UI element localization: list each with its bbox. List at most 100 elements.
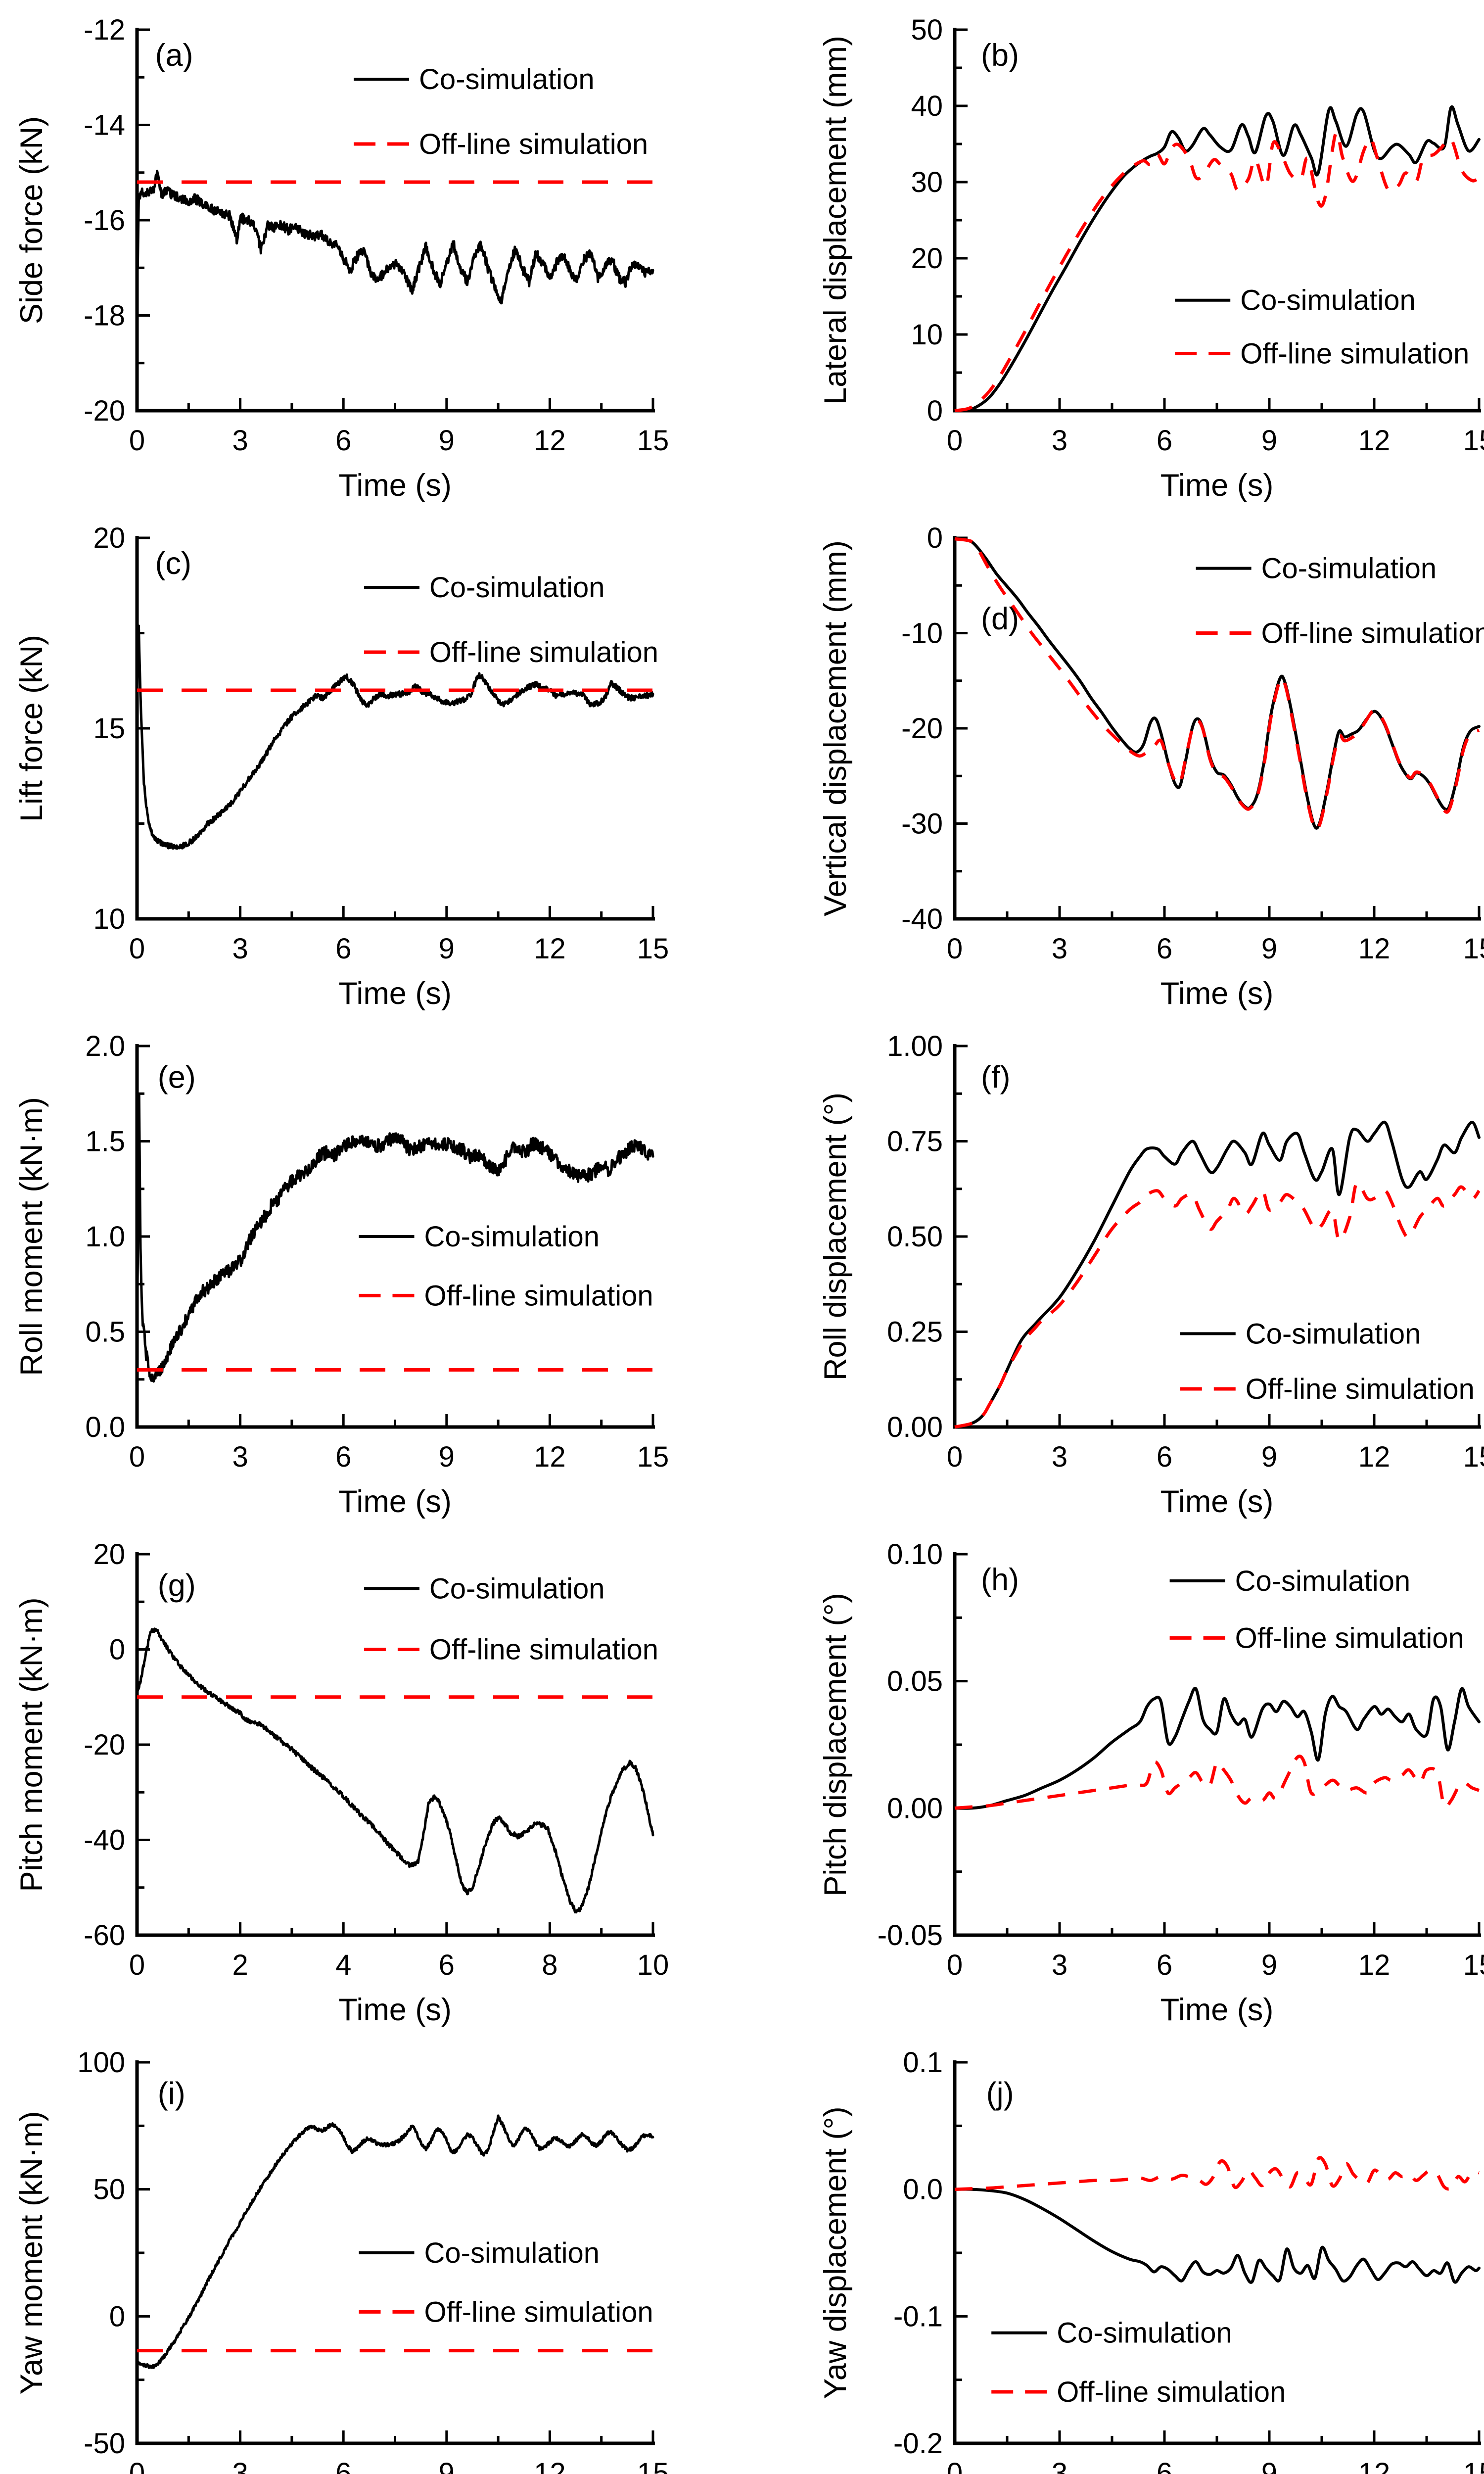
- y-tick-label: 15: [93, 713, 125, 745]
- legend: Co-simulation Off-line simulation: [1175, 285, 1469, 370]
- ticks: 0 3 6 9 12 15 0 10 20 30 40 50: [911, 14, 1484, 457]
- ticks: 0 3 6 9 12 15 10 15 20: [93, 522, 669, 965]
- y-tick-label: 0: [927, 395, 943, 427]
- y-tick-label: 0.5: [85, 1316, 125, 1348]
- legend-label-co-simulation: Co-simulation: [1261, 553, 1437, 585]
- series-off-line-simulation: [954, 1181, 1481, 1429]
- x-tick-label: 9: [1261, 1949, 1277, 1981]
- x-tick-label: 9: [1261, 2457, 1277, 2474]
- x-axis-title: Time (s): [1160, 976, 1274, 1011]
- x-tick-label: 9: [1261, 933, 1277, 965]
- y-tick-label: 0: [927, 522, 943, 554]
- x-tick-label: 12: [1358, 933, 1391, 965]
- legend-label-co-simulation: Co-simulation: [1235, 1565, 1411, 1597]
- x-tick-label: 15: [1463, 425, 1484, 457]
- chart-side-force: 0 3 6 9 12 15 -20 -18 -16 -14 -12 Time (s) Side forc…: [14, 14, 669, 503]
- x-tick-label: 15: [1463, 933, 1484, 965]
- x-tick-label: 3: [1052, 2457, 1067, 2474]
- x-axis-title: Time (s): [338, 1484, 452, 1519]
- series-co-simulation: [953, 1687, 1481, 1810]
- x-tick-label: 0: [129, 1949, 145, 1981]
- y-tick-label: -40: [84, 1824, 125, 1856]
- x-tick-label: 0: [947, 1949, 963, 1981]
- panel-letter: (a): [155, 38, 193, 73]
- legend: Co-simulation Off-line simulation: [1169, 1565, 1464, 1654]
- panel-letter: (e): [158, 1060, 196, 1095]
- x-tick-label: 15: [637, 1441, 669, 1473]
- ticks: 0 2 4 6 8 10 -60 -40 -20 0 20: [84, 1538, 669, 1981]
- chart-pitch-moment: 0 2 4 6 8 10 -60 -40 -20 0 20 Time (s) Pitch moment …: [14, 1538, 669, 2027]
- x-tick-label: 12: [534, 1441, 566, 1473]
- y-tick-label: 1.5: [85, 1126, 125, 1158]
- x-axis-title: Time (s): [338, 976, 452, 1011]
- axis-frame: [135, 1552, 655, 1937]
- y-axis-title: Pitch displacement (°): [818, 1593, 853, 1896]
- x-axis-title: Time (s): [1160, 468, 1274, 503]
- y-tick-label: -0.2: [893, 2427, 943, 2460]
- panel-a: 0 3 6 9 12 15 -20 -18 -16 -14 -12 Time (s) Side forc…: [0, 0, 742, 508]
- series-off-line-simulation: [954, 537, 1480, 832]
- y-tick-label: -40: [901, 903, 943, 935]
- x-tick-label: 3: [1052, 933, 1067, 965]
- x-tick-label: 12: [1358, 425, 1391, 457]
- x-tick-label: 9: [439, 425, 455, 457]
- x-tick-label: 15: [637, 2457, 669, 2474]
- x-tick-label: 12: [534, 425, 566, 457]
- y-tick-label: 0.25: [887, 1316, 943, 1348]
- y-tick-label: -30: [901, 808, 943, 840]
- ticks: 0 3 6 9 12 15 -0.05 0.00 0.05 0.10: [878, 1538, 1484, 1981]
- y-tick-label: 1.00: [887, 1030, 943, 1062]
- y-tick-label: 0: [109, 2300, 125, 2332]
- y-axis-title: Side force (kN): [14, 116, 49, 324]
- x-tick-label: 12: [1358, 2457, 1391, 2474]
- y-axis-title: Pitch moment (kN·m): [14, 1597, 49, 1892]
- legend-label-off-line-simulation: Off-line simulation: [1261, 618, 1484, 650]
- x-tick-label: 0: [947, 425, 963, 457]
- y-axis-title: Lateral displacement (mm): [818, 36, 853, 405]
- panel-c: 0 3 6 9 12 15 10 15 20 Time (s) Lift force (kN) (c)…: [0, 508, 742, 1016]
- series-co-simulation: [136, 1627, 654, 1914]
- x-axis-title: Time (s): [338, 468, 452, 503]
- panel-letter: (j): [986, 2077, 1014, 2111]
- x-tick-label: 8: [542, 1949, 557, 1981]
- x-tick-label: 6: [335, 425, 351, 457]
- y-tick-label: 0.05: [887, 1665, 943, 1698]
- x-tick-label: 10: [637, 1949, 669, 1981]
- x-tick-label: 3: [232, 933, 248, 965]
- x-tick-label: 6: [1157, 1441, 1172, 1473]
- legend: Co-simulation Off-line simulation: [991, 2317, 1286, 2408]
- y-axis-title: Yaw displacement (°): [818, 2106, 853, 2399]
- legend-label-co-simulation: Co-simulation: [429, 571, 605, 604]
- y-tick-label: -0.05: [878, 1919, 943, 1951]
- panel-letter: (h): [981, 1563, 1019, 1597]
- y-tick-label: 100: [77, 2046, 125, 2079]
- x-tick-label: 3: [1052, 1441, 1067, 1473]
- ticks: 0 3 6 9 12 15 0.00 0.25 0.50 0.75 1.00: [887, 1030, 1484, 1473]
- panel-h: 0 3 6 9 12 15 -0.05 0.00 0.05 0.10 Time (s) Pitch d…: [742, 1524, 1484, 2033]
- legend-label-off-line-simulation: Off-line simulation: [1057, 2376, 1286, 2408]
- x-tick-label: 0: [947, 2457, 963, 2474]
- panel-letter: (c): [155, 546, 191, 581]
- axis-frame: [953, 1044, 1481, 1429]
- series-co-simulation: [953, 2188, 1481, 2284]
- x-tick-label: 12: [1358, 1949, 1391, 1981]
- legend-label-off-line-simulation: Off-line simulation: [424, 2296, 653, 2328]
- legend-label-co-simulation: Co-simulation: [1246, 1318, 1421, 1350]
- chart-lift-force: 0 3 6 9 12 15 10 15 20 Time (s) Lift force (kN) (c)…: [14, 522, 669, 1011]
- legend: Co-simulation Off-line simulation: [364, 571, 658, 668]
- y-tick-label: 20: [93, 1538, 125, 1570]
- legend-label-off-line-simulation: Off-line simulation: [429, 636, 658, 668]
- panel-d: 0 3 6 9 12 15 -40 -30 -20 -10 0 Time (s) Vertical di…: [742, 508, 1484, 1016]
- legend-label-co-simulation: Co-simulation: [419, 63, 595, 95]
- panel-letter: (g): [158, 1569, 196, 1603]
- y-tick-label: 50: [911, 14, 943, 46]
- x-axis-title: Time (s): [338, 1993, 452, 2027]
- y-tick-label: -20: [84, 1729, 125, 1761]
- y-axis-title: Roll moment (kN·m): [14, 1097, 49, 1376]
- x-tick-label: 15: [1463, 2457, 1484, 2474]
- y-tick-label: -14: [84, 109, 125, 142]
- y-tick-label: 50: [93, 2174, 125, 2206]
- y-axis-title: Roll displacement (°): [818, 1093, 853, 1380]
- axis-frame: [953, 1552, 1481, 1937]
